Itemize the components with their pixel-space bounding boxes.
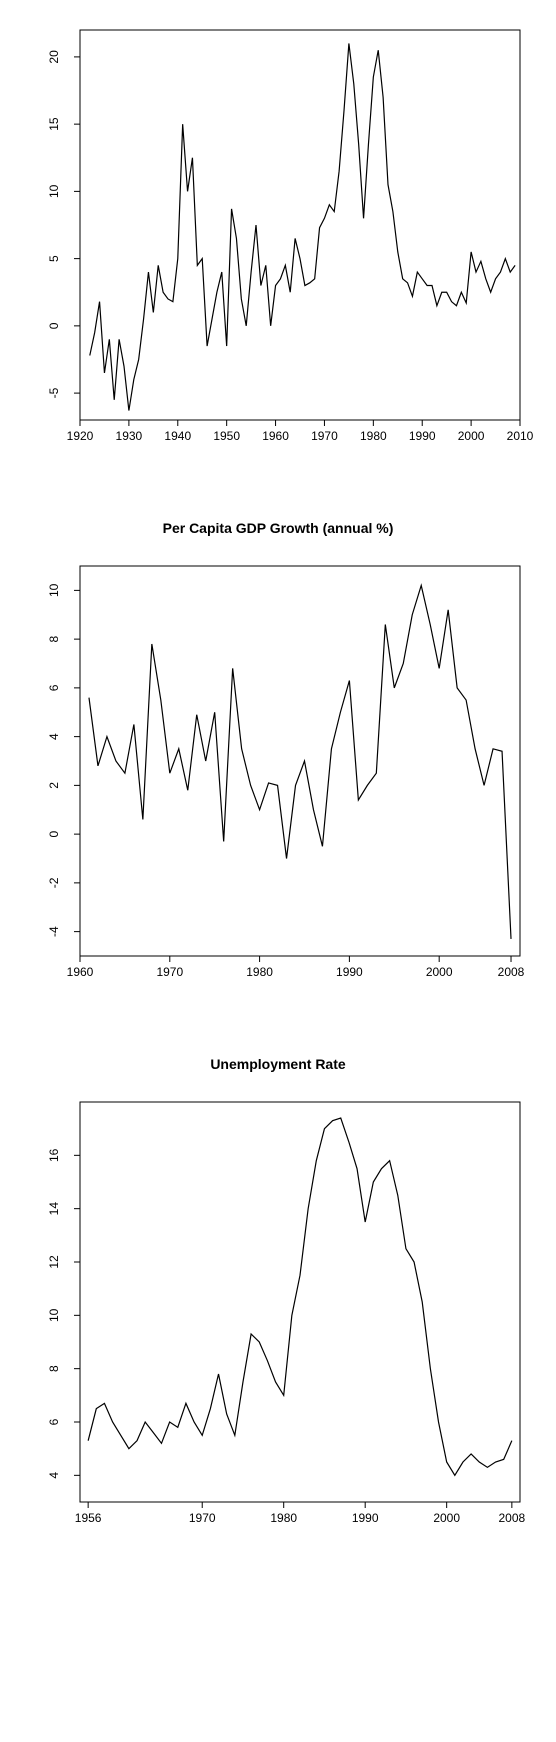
svg-text:2000: 2000 [433, 1511, 460, 1525]
svg-text:8: 8 [47, 1365, 61, 1372]
svg-text:5: 5 [47, 255, 61, 262]
svg-text:1970: 1970 [311, 429, 338, 443]
svg-text:10: 10 [47, 1308, 61, 1322]
svg-text:2000: 2000 [458, 429, 485, 443]
svg-text:4: 4 [47, 1472, 61, 1479]
svg-text:1960: 1960 [67, 965, 94, 979]
chart-2-title: Per Capita GDP Growth (annual %) [20, 520, 536, 536]
svg-text:20: 20 [47, 50, 61, 64]
svg-text:1980: 1980 [360, 429, 387, 443]
svg-text:6: 6 [47, 684, 61, 691]
svg-text:2008: 2008 [498, 965, 525, 979]
svg-text:1956: 1956 [75, 1511, 102, 1525]
svg-text:1990: 1990 [409, 429, 436, 443]
svg-text:0: 0 [47, 830, 61, 837]
svg-text:0: 0 [47, 322, 61, 329]
chart-2-svg: 1960 1970 1980 1990 2000 2008 -4 -2 0 2 4 6 8 10 [20, 556, 536, 996]
svg-text:1930: 1930 [116, 429, 143, 443]
svg-text:2: 2 [47, 782, 61, 789]
chart-3-title: Unemployment Rate [20, 1056, 536, 1072]
svg-text:1990: 1990 [336, 965, 363, 979]
svg-text:6: 6 [47, 1418, 61, 1425]
svg-text:12: 12 [47, 1255, 61, 1269]
svg-text:2010: 2010 [507, 429, 534, 443]
svg-text:2000: 2000 [426, 965, 453, 979]
svg-text:1980: 1980 [270, 1511, 297, 1525]
svg-text:16: 16 [47, 1148, 61, 1162]
chart-3-container: Unemployment Rate 1956 1970 1980 1990 2000 20… [20, 1056, 536, 1542]
svg-text:1990: 1990 [352, 1511, 379, 1525]
svg-text:1970: 1970 [189, 1511, 216, 1525]
chart-2-container: Per Capita GDP Growth (annual %) 1960 197… [20, 520, 536, 996]
svg-text:1950: 1950 [213, 429, 240, 443]
svg-text:-4: -4 [47, 926, 61, 937]
svg-text:4: 4 [47, 733, 61, 740]
chart-1-container: 1920193019401950196019701980199020002010… [20, 20, 536, 460]
svg-text:2008: 2008 [499, 1511, 526, 1525]
svg-text:-2: -2 [47, 877, 61, 888]
svg-text:15: 15 [47, 117, 61, 131]
svg-text:10: 10 [47, 583, 61, 597]
svg-text:1970: 1970 [156, 965, 183, 979]
chart-3-svg: 1956 1970 1980 1990 2000 2008 4 6 8 10 12 14 16 [20, 1092, 536, 1542]
svg-text:1960: 1960 [262, 429, 289, 443]
svg-text:8: 8 [47, 635, 61, 642]
svg-text:-5: -5 [47, 387, 61, 398]
svg-text:1920: 1920 [67, 429, 94, 443]
svg-text:1980: 1980 [246, 965, 273, 979]
chart-1-svg: 1920193019401950196019701980199020002010… [20, 20, 536, 460]
svg-text:10: 10 [47, 184, 61, 198]
svg-text:14: 14 [47, 1202, 61, 1216]
svg-text:1940: 1940 [164, 429, 191, 443]
